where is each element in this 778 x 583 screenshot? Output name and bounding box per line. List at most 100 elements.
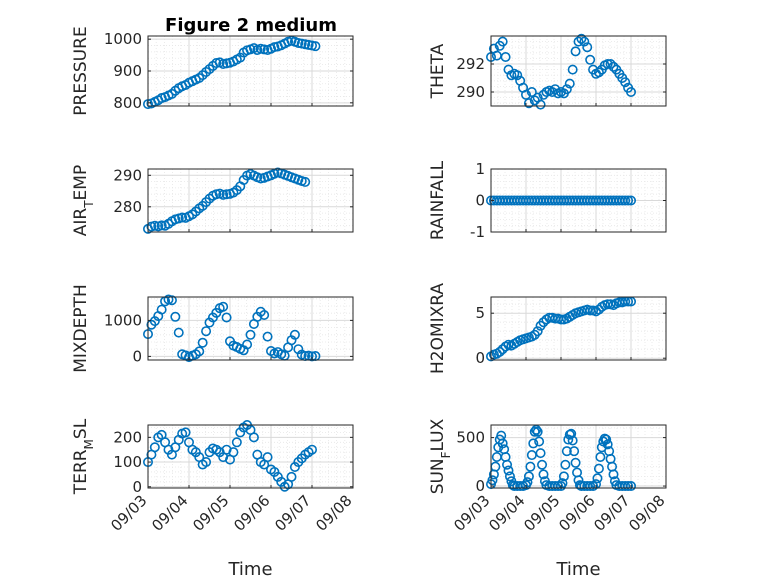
y-tick-label: 0 bbox=[132, 478, 142, 496]
subplot-pressure: 800 900 1000 PRESSURE bbox=[71, 26, 354, 116]
axes-box bbox=[147, 168, 354, 233]
y-tick-label: 1000 bbox=[104, 311, 142, 329]
data-point bbox=[534, 436, 545, 447]
data-point bbox=[520, 89, 531, 100]
data-point bbox=[522, 477, 533, 488]
data-point bbox=[566, 428, 577, 439]
data-point bbox=[576, 33, 587, 44]
data-point bbox=[595, 451, 606, 462]
y-tick-label: 290 bbox=[113, 166, 142, 184]
y-tick-label: 292 bbox=[456, 55, 485, 73]
subplot-rainfall: -1 0 1 RAINFALL bbox=[428, 160, 667, 241]
data-point bbox=[525, 461, 536, 472]
data-point bbox=[535, 99, 546, 110]
y-axis-label: SUNFLUX bbox=[428, 418, 453, 494]
y-tick-label: -1 bbox=[470, 223, 485, 241]
y-tick-label: 0 bbox=[475, 192, 485, 210]
data-point bbox=[245, 329, 256, 340]
data-point bbox=[567, 64, 578, 75]
y-tick-label: 0 bbox=[475, 349, 485, 367]
data-point bbox=[538, 469, 549, 480]
data-point bbox=[532, 426, 543, 437]
data-point bbox=[156, 304, 167, 315]
data-point bbox=[529, 426, 540, 437]
y-tick-label: 900 bbox=[113, 62, 142, 80]
data-point bbox=[623, 481, 634, 492]
axes-box bbox=[490, 296, 667, 361]
y-axis-label: TERRMSL bbox=[71, 418, 96, 495]
data-point bbox=[623, 195, 634, 206]
data-point bbox=[601, 434, 612, 445]
axes-box bbox=[147, 424, 354, 489]
data-point bbox=[262, 452, 273, 463]
data-point bbox=[558, 471, 569, 482]
data-point bbox=[494, 346, 505, 357]
data-point bbox=[497, 36, 508, 47]
data-point bbox=[306, 351, 317, 362]
data-point bbox=[487, 475, 498, 486]
y-tick-label: 1 bbox=[475, 160, 485, 178]
data-point bbox=[526, 87, 537, 98]
data-point bbox=[156, 220, 167, 231]
axes-box bbox=[490, 424, 667, 489]
data-point bbox=[512, 70, 523, 81]
data-point bbox=[497, 438, 508, 449]
data-point bbox=[504, 471, 515, 482]
data-point bbox=[593, 463, 604, 474]
data-point bbox=[242, 339, 253, 350]
data-point bbox=[564, 78, 575, 89]
y-tick-label: 800 bbox=[113, 94, 142, 112]
data-point bbox=[605, 58, 616, 69]
data-point bbox=[567, 435, 578, 446]
data-point bbox=[569, 446, 580, 457]
data-point bbox=[201, 457, 212, 468]
axes-box bbox=[490, 35, 667, 107]
data-point bbox=[221, 312, 232, 323]
data-point bbox=[528, 438, 539, 449]
y-tick-label: 290 bbox=[456, 83, 485, 101]
data-point bbox=[573, 36, 584, 47]
subplot-air-temp: 280 290 AIRTEMP bbox=[71, 165, 354, 236]
data-point bbox=[560, 459, 571, 470]
data-point bbox=[602, 439, 613, 450]
data-point bbox=[503, 465, 514, 476]
data-point bbox=[149, 442, 160, 453]
data-point bbox=[602, 58, 613, 69]
data-point bbox=[625, 195, 636, 206]
data-point bbox=[563, 434, 574, 445]
data-point bbox=[289, 329, 300, 340]
y-tick-label: 200 bbox=[113, 428, 142, 446]
data-point bbox=[532, 326, 543, 337]
data-point bbox=[259, 309, 270, 320]
y-axis-label: PRESSURE bbox=[71, 26, 91, 115]
data-point bbox=[555, 314, 566, 325]
data-point bbox=[523, 98, 534, 109]
data-point bbox=[582, 42, 593, 53]
data-point bbox=[573, 475, 584, 486]
data-point bbox=[561, 84, 572, 95]
y-axis-label: AIRTEMP bbox=[71, 165, 96, 236]
data-point bbox=[570, 457, 581, 468]
figure-title: Figure 2 medium bbox=[165, 15, 337, 36]
data-point bbox=[585, 54, 596, 65]
data-point bbox=[592, 473, 603, 484]
y-axis-label: MIXDEPTH bbox=[71, 284, 91, 373]
data-point bbox=[537, 459, 548, 470]
data-point bbox=[262, 331, 273, 342]
data-point bbox=[177, 212, 188, 223]
data-point bbox=[502, 459, 513, 470]
data-point bbox=[561, 446, 572, 457]
data-point bbox=[166, 295, 177, 306]
data-point bbox=[248, 432, 259, 443]
data-point bbox=[170, 311, 181, 322]
data-point bbox=[221, 189, 232, 200]
data-point bbox=[194, 346, 205, 357]
axes-box bbox=[147, 296, 354, 361]
data-point bbox=[570, 46, 581, 57]
y-axis-label: THETA bbox=[428, 43, 448, 99]
x-axis-label: Time bbox=[555, 559, 600, 580]
axes-background bbox=[491, 297, 666, 360]
data-point bbox=[300, 176, 311, 187]
data-point bbox=[620, 481, 631, 492]
y-tick-label: 1000 bbox=[104, 30, 142, 48]
